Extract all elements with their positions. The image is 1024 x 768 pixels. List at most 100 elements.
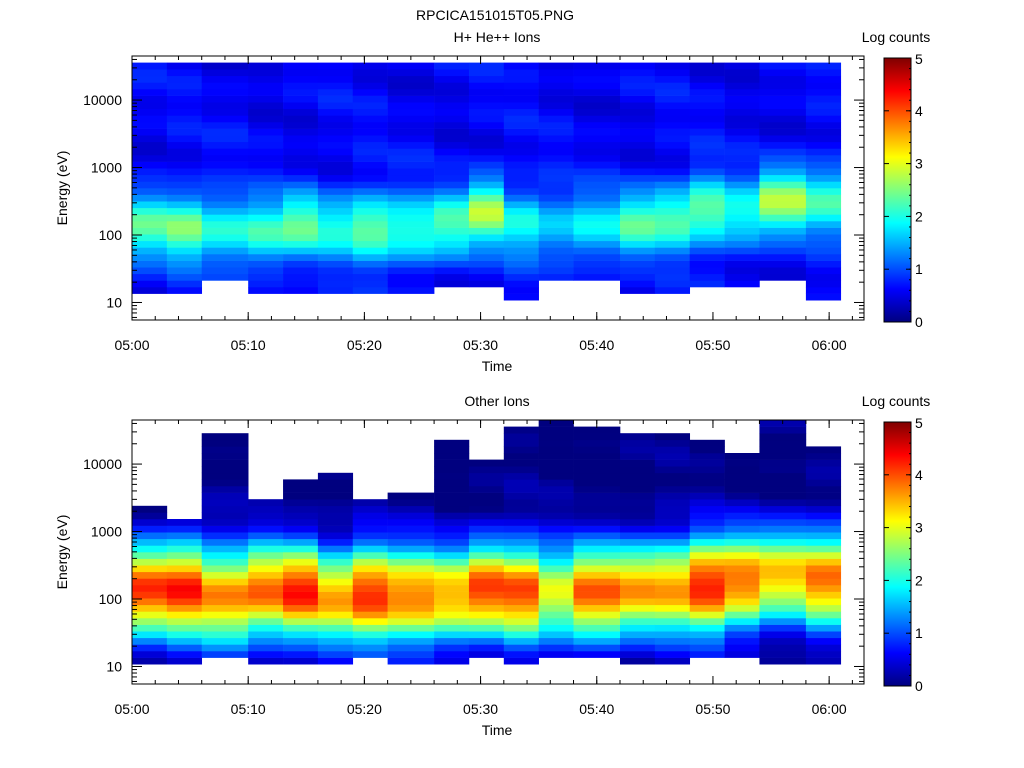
heatmap-cell — [434, 267, 470, 275]
heatmap-cell — [538, 260, 574, 268]
heatmap-cell — [387, 214, 435, 222]
heatmap-cell — [759, 82, 807, 90]
heatmap-cell — [434, 611, 470, 619]
heatmap-cell — [248, 499, 284, 507]
heatmap-cell — [538, 161, 574, 169]
heatmap-cell — [434, 651, 470, 658]
heatmap-cell — [248, 512, 284, 520]
heatmap-cell — [434, 552, 470, 559]
heatmap-cell — [317, 499, 354, 507]
heatmap-cell — [317, 188, 354, 195]
heatmap-cell — [805, 532, 842, 540]
heatmap-cell — [503, 538, 539, 546]
heatmap-cell — [654, 174, 691, 182]
heatmap-cell — [759, 273, 807, 281]
heatmap-cell — [317, 115, 354, 123]
heatmap-cell — [166, 135, 203, 143]
heatmap-cell — [434, 532, 470, 540]
heatmap-cell — [132, 227, 168, 235]
heatmap-cell — [805, 538, 842, 546]
heatmap-cell — [538, 486, 574, 493]
y-axis-ticks: 10 100 1000 10000 — [83, 58, 864, 318]
heatmap-cell — [654, 486, 691, 493]
heatmap-cell — [538, 426, 574, 434]
heatmap-cell — [538, 453, 574, 460]
heatmap-cell — [805, 657, 842, 665]
heatmap-cell — [538, 565, 574, 573]
heatmap-cell — [689, 207, 725, 215]
heatmap-cell — [503, 227, 539, 235]
heatmap-cell — [689, 102, 725, 110]
heatmap-cell — [503, 578, 539, 586]
heatmap-cell — [620, 618, 656, 625]
heatmap-cell — [724, 486, 760, 493]
heatmap-cell — [654, 611, 691, 619]
heatmap-cell — [538, 552, 574, 559]
heatmap-cell — [620, 280, 656, 288]
heatmap-cell — [620, 532, 656, 540]
heatmap-cell — [132, 571, 168, 579]
heatmap-cell — [387, 525, 435, 533]
x-tick-label: 05:30 — [463, 337, 498, 353]
heatmap-cell — [166, 591, 203, 599]
heatmap-cell — [805, 519, 842, 526]
heatmap-cell — [283, 525, 319, 533]
heatmap-cell — [573, 273, 621, 281]
heatmap-cell — [759, 141, 807, 149]
heatmap-cell — [805, 505, 842, 513]
heatmap-cell — [620, 545, 656, 553]
heatmap-cell — [248, 108, 284, 116]
heatmap-cell — [805, 525, 842, 533]
heatmap-cell — [538, 631, 574, 639]
heatmap-cell — [805, 618, 842, 625]
heatmap-cell — [805, 624, 842, 632]
heatmap-cell — [132, 240, 168, 248]
heatmap-cell — [759, 247, 807, 255]
heatmap-cell — [805, 571, 842, 579]
heatmap-cell — [317, 631, 354, 639]
heatmap-cell — [620, 128, 656, 136]
heatmap-cell — [317, 155, 354, 162]
heatmap-cell — [689, 267, 725, 275]
heatmap-cell — [434, 604, 470, 612]
heatmap-cell — [573, 155, 621, 162]
heatmap-cell — [387, 82, 435, 90]
heatmap-cell — [201, 194, 249, 202]
heatmap-cell — [132, 135, 168, 143]
heatmap-cell — [759, 624, 807, 632]
heatmap-cell — [248, 604, 284, 612]
heatmap-cell — [805, 486, 842, 493]
heatmap-cell — [573, 439, 621, 447]
heatmap-cell — [620, 135, 656, 143]
heatmap-cell — [620, 591, 656, 599]
heatmap-cell — [248, 227, 284, 235]
heatmap-cell — [201, 598, 249, 606]
heatmap-cell — [283, 128, 319, 136]
heatmap-cell — [503, 644, 539, 652]
heatmap-cell — [352, 505, 388, 513]
heatmap-cell — [689, 631, 725, 639]
heatmap-cell — [132, 578, 168, 586]
heatmap-cell — [805, 499, 842, 507]
heatmap-cell — [434, 148, 470, 156]
heatmap-cell — [620, 122, 656, 129]
heatmap-cell — [538, 519, 574, 526]
heatmap-cell — [352, 141, 388, 149]
heatmap-cell — [503, 82, 539, 90]
heatmap-cell — [573, 122, 621, 129]
heatmap-cell — [352, 538, 388, 546]
heatmap-cell — [620, 657, 656, 665]
heatmap-cell — [503, 499, 539, 507]
heatmap-cell — [805, 604, 842, 612]
heatmap-cell — [387, 604, 435, 612]
heatmap-cell — [573, 234, 621, 242]
heatmap-cell — [759, 95, 807, 103]
heatmap-cell — [201, 545, 249, 553]
heatmap-cell — [201, 439, 249, 447]
heatmap-cell — [689, 234, 725, 242]
heatmap-cell — [503, 505, 539, 513]
heatmap-cell — [166, 273, 203, 281]
heatmap-cell — [654, 604, 691, 612]
heatmap-cell — [573, 552, 621, 559]
heatmap-cell — [283, 122, 319, 129]
